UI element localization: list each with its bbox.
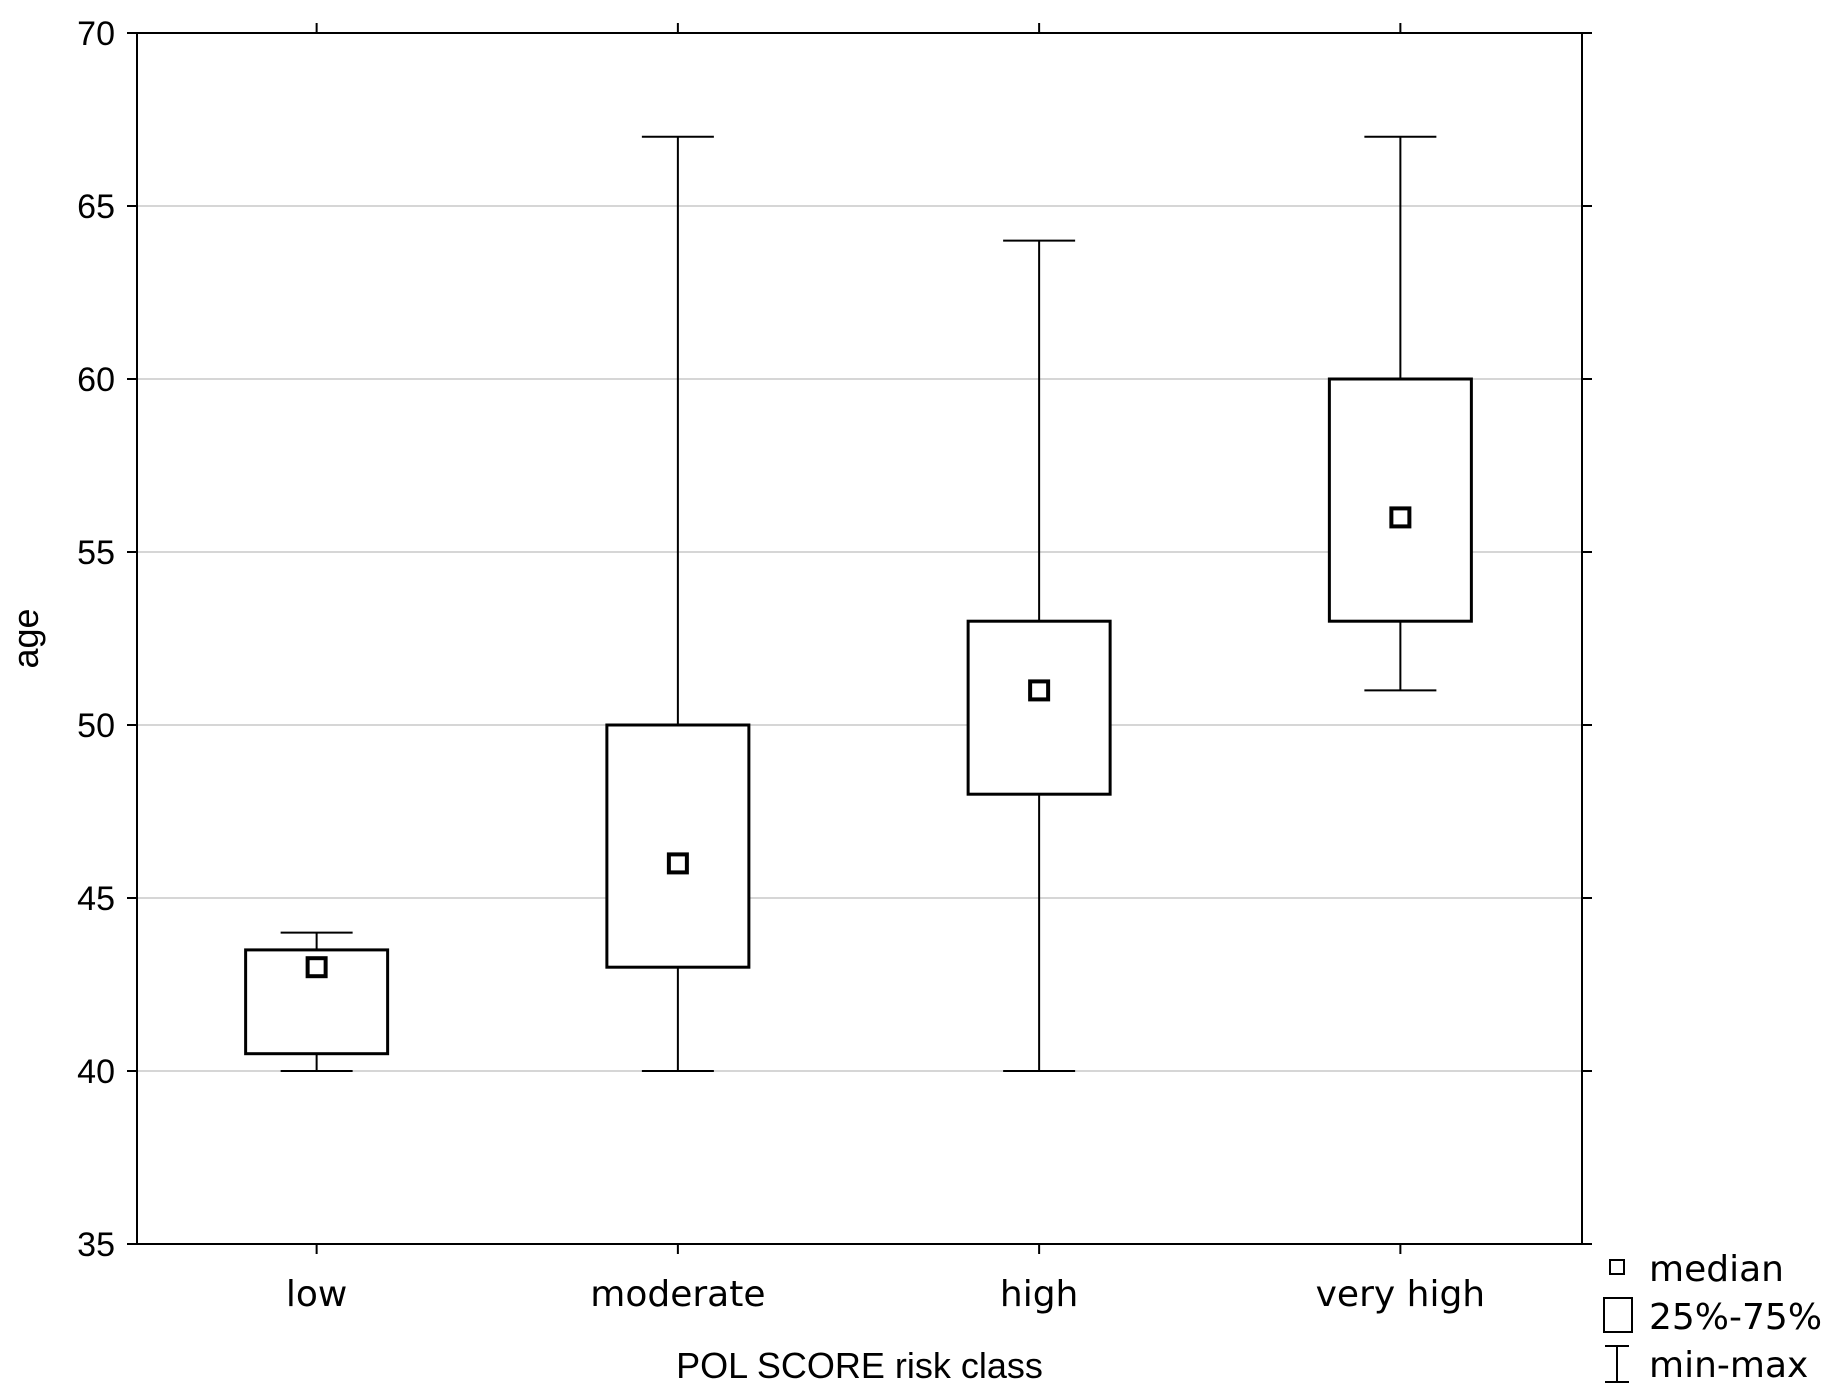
box-very-high — [1327, 135, 1473, 692]
iqr-box — [1327, 377, 1473, 623]
legend: median 25%-75% min-max — [1603, 1249, 1822, 1386]
box-low — [244, 931, 390, 1072]
legend-item-median: median — [1609, 1249, 1784, 1290]
median-marker — [1389, 506, 1412, 529]
legend-median-symbol — [1609, 1259, 1625, 1275]
legend-label: min-max — [1649, 1345, 1808, 1386]
y-tick-label: 55 — [77, 534, 115, 572]
x-axis-ticks: low moderate high very high — [286, 23, 1485, 1315]
x-tick-label: moderate — [590, 1274, 765, 1315]
y-tick-label: 45 — [77, 880, 115, 918]
legend-item-whisker: min-max — [1605, 1345, 1808, 1386]
iqr-box — [966, 619, 1112, 796]
plot-frame — [136, 32, 1583, 1245]
y-axis-title: age — [5, 608, 46, 668]
grid-lines — [137, 205, 1582, 1072]
x-tick-label: very high — [1316, 1274, 1486, 1315]
x-axis-title: POL SCORE risk class — [676, 1345, 1043, 1386]
y-axis-ticks: 35 40 45 50 55 60 65 70 — [77, 15, 1592, 1264]
x-tick-label: high — [1000, 1274, 1079, 1315]
y-tick-label: 65 — [77, 188, 115, 226]
y-tick-label: 50 — [77, 707, 115, 745]
box-high — [966, 239, 1112, 1072]
y-tick-label: 40 — [77, 1053, 115, 1091]
legend-label: 25%-75% — [1649, 1297, 1822, 1338]
y-tick-label: 35 — [77, 1226, 115, 1264]
median-marker — [1028, 679, 1051, 702]
legend-item-box: 25%-75% — [1603, 1297, 1822, 1338]
box-moderate — [605, 135, 751, 1072]
legend-box-symbol — [1603, 1297, 1633, 1333]
y-tick-label: 60 — [77, 361, 115, 399]
boxes — [244, 135, 1473, 1072]
y-tick-label: 70 — [77, 15, 115, 53]
iqr-box — [605, 723, 751, 969]
x-tick-label: low — [286, 1274, 347, 1315]
median-marker — [305, 956, 328, 979]
median-marker — [666, 852, 689, 875]
legend-label: median — [1649, 1249, 1784, 1290]
